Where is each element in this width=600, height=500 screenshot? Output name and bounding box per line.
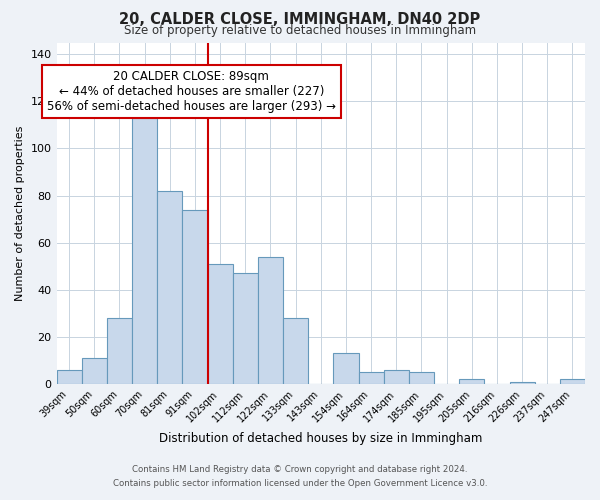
Bar: [258, 257, 283, 384]
Bar: [107, 318, 132, 384]
Text: Size of property relative to detached houses in Immingham: Size of property relative to detached ho…: [124, 24, 476, 37]
Text: 20, CALDER CLOSE, IMMINGHAM, DN40 2DP: 20, CALDER CLOSE, IMMINGHAM, DN40 2DP: [119, 12, 481, 28]
Text: 20 CALDER CLOSE: 89sqm
← 44% of detached houses are smaller (227)
56% of semi-de: 20 CALDER CLOSE: 89sqm ← 44% of detached…: [47, 70, 336, 113]
Y-axis label: Number of detached properties: Number of detached properties: [15, 126, 25, 301]
Bar: [509, 382, 535, 384]
Bar: [383, 370, 409, 384]
Bar: [82, 358, 107, 384]
Bar: [132, 118, 157, 384]
Bar: [334, 354, 359, 384]
Bar: [359, 372, 383, 384]
Text: Contains HM Land Registry data © Crown copyright and database right 2024.
Contai: Contains HM Land Registry data © Crown c…: [113, 466, 487, 487]
X-axis label: Distribution of detached houses by size in Immingham: Distribution of detached houses by size …: [159, 432, 482, 445]
Bar: [283, 318, 308, 384]
Bar: [56, 370, 82, 384]
Bar: [182, 210, 208, 384]
Bar: [459, 379, 484, 384]
Bar: [560, 379, 585, 384]
Bar: [157, 191, 182, 384]
Bar: [233, 273, 258, 384]
Bar: [409, 372, 434, 384]
Bar: [208, 264, 233, 384]
